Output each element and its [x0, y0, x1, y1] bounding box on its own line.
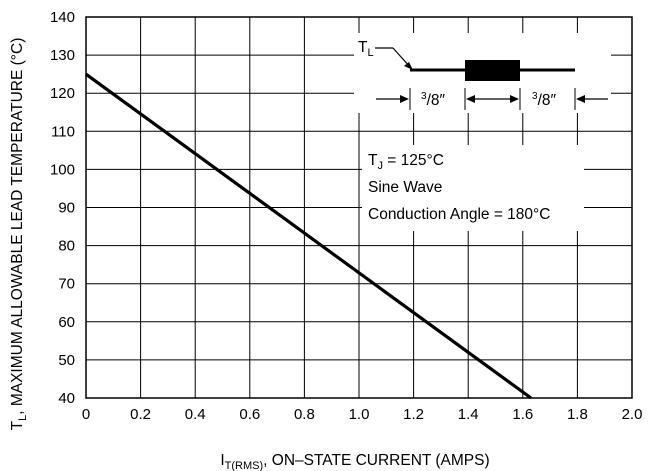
x-axis-title: IT(RMS), ON–STATE CURRENT (AMPS) — [220, 452, 489, 471]
x-tick-labels: 0 0.2 0.4 0.6 0.8 1.0 1.2 1.4 1.6 1.8 2.0 — [82, 406, 643, 423]
x-tick-label: 1.0 — [349, 406, 370, 423]
conduction-angle-label: Conduction Angle = 180°C — [368, 206, 550, 223]
x-tick-label: 0.4 — [185, 406, 206, 423]
x-tick-label: 0 — [82, 406, 90, 423]
y-tick-labels: 40 50 60 70 80 90 100 110 120 130 140 — [50, 9, 75, 407]
dimension-label-left: 3/8″ — [421, 91, 445, 109]
y-axis-title: TL, MAXIMUM ALLOWABLE LEAD TEMPERATURE (… — [9, 38, 29, 431]
lead-diagram: TL 3/8″ 3/8″ — [354, 33, 611, 113]
lead-label: TL — [358, 39, 374, 59]
y-tick-label: 120 — [50, 85, 75, 102]
x-tick-label: 1.8 — [567, 406, 588, 423]
y-tick-label: 90 — [58, 200, 75, 217]
x-tick-label: 1.2 — [403, 406, 424, 423]
y-tick-label: 50 — [58, 352, 75, 369]
y-tick-label: 60 — [58, 314, 75, 331]
y-tick-label: 110 — [51, 123, 75, 140]
series — [85, 72, 532, 400]
y-tick-label: 80 — [58, 238, 75, 255]
waveform-label: Sine Wave — [368, 179, 442, 196]
conditions-background — [362, 145, 584, 231]
y-tick-label: 140 — [50, 9, 75, 26]
x-tick-label: 1.6 — [512, 406, 533, 423]
y-tick-label: 70 — [58, 276, 75, 293]
x-tick-label: 0.8 — [294, 406, 315, 423]
plot-frame — [85, 16, 633, 399]
plot-border — [85, 16, 633, 399]
arrow-right-icon — [510, 95, 519, 103]
arrow-left-icon — [466, 95, 475, 103]
y-tick-label: 40 — [58, 390, 75, 407]
arrow-right-icon — [400, 95, 409, 103]
x-tick-label: 0.2 — [130, 406, 151, 423]
x-tick-label: 2.0 — [622, 406, 643, 423]
y-tick-label: 100 — [50, 161, 75, 178]
component-body — [465, 60, 520, 81]
series-line — [85, 72, 532, 400]
y-tick-label: 130 — [50, 47, 75, 64]
leader-arrow-icon — [404, 62, 413, 70]
junction-temperature-label: TJ = 125°C — [368, 152, 444, 172]
x-tick-label: 0.6 — [239, 406, 260, 423]
x-tick-label: 1.4 — [458, 406, 479, 423]
arrow-left-icon — [576, 95, 585, 103]
conditions-annotation: TJ = 125°C Sine Wave Conduction Angle = … — [362, 145, 584, 231]
dimension-label-right: 3/8″ — [532, 91, 556, 109]
